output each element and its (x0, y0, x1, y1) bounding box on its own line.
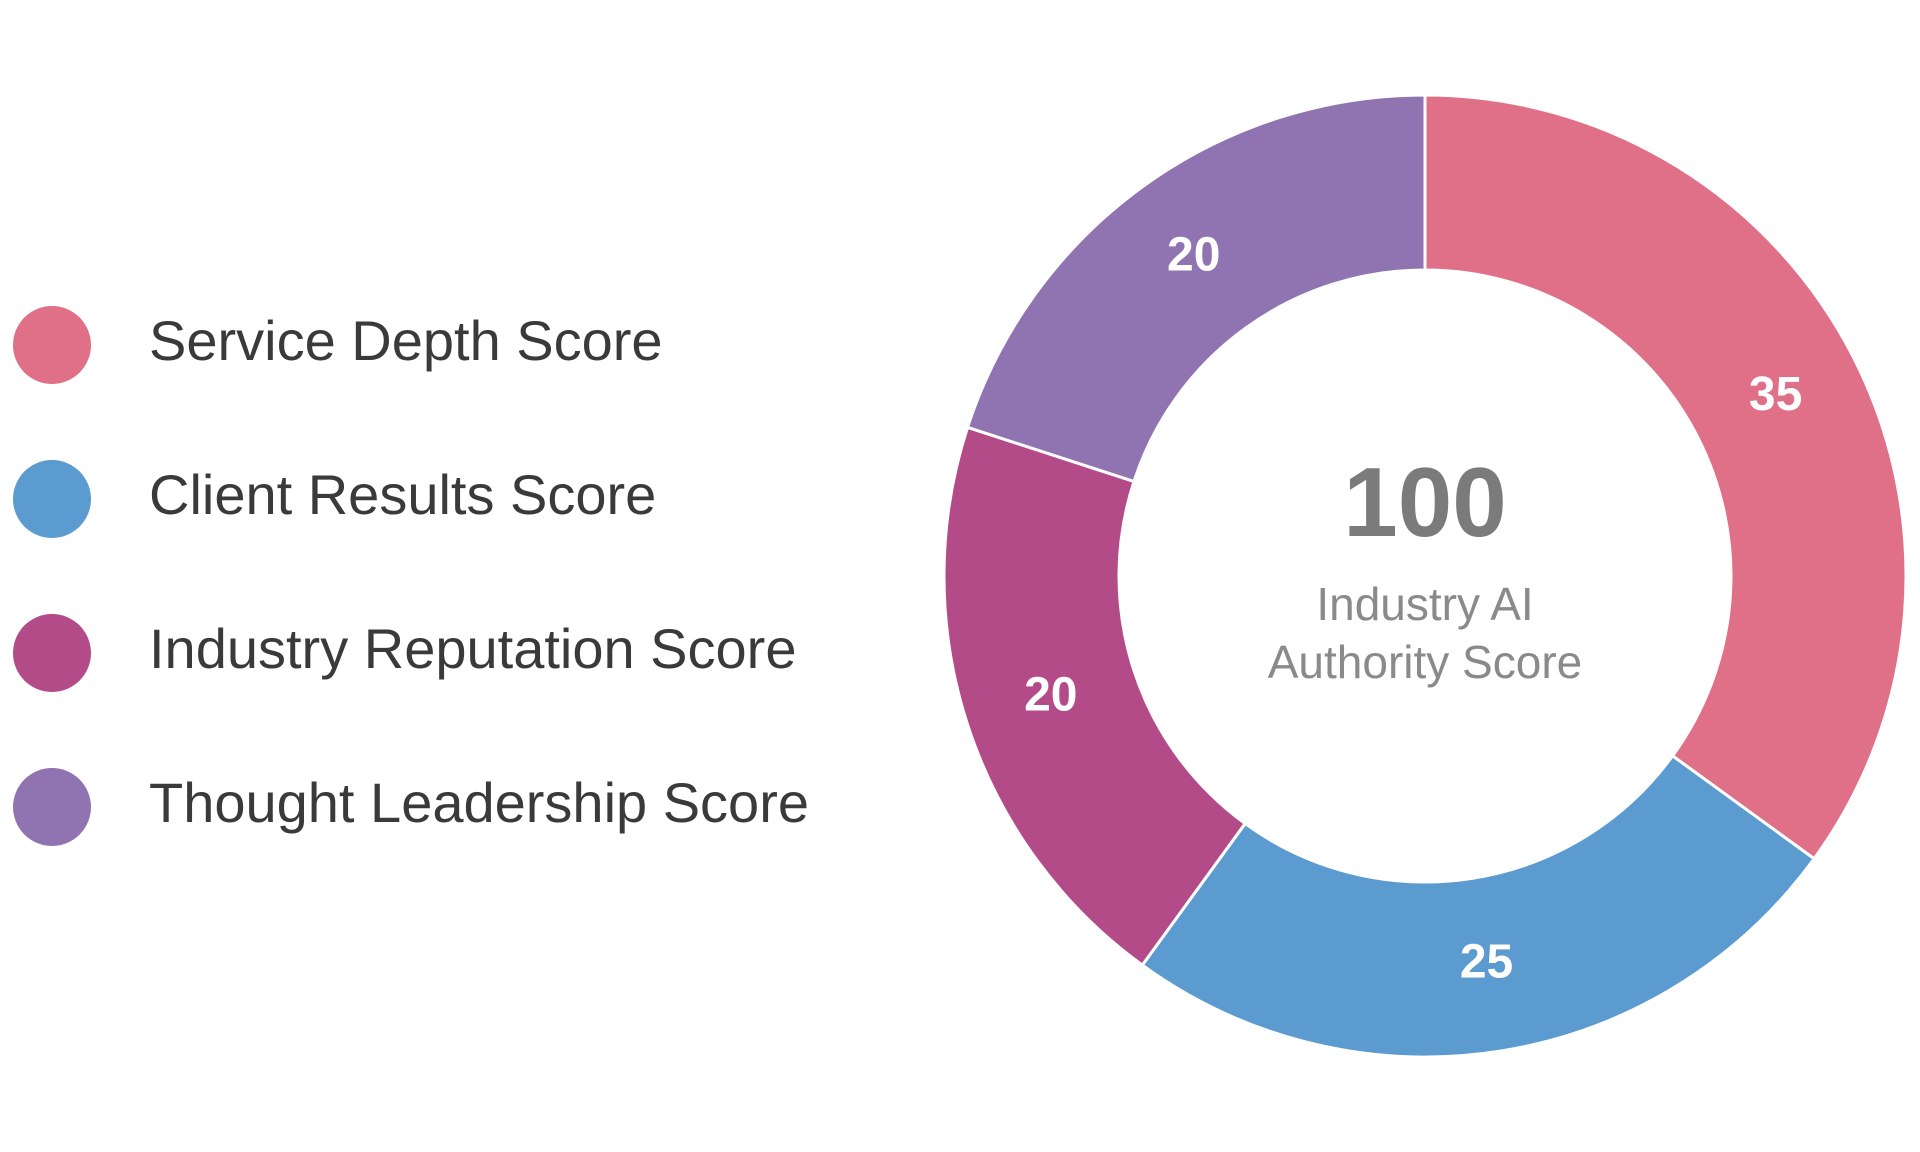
legend-label: Thought Leadership Score (149, 771, 809, 834)
data-label: 20 (1024, 668, 1077, 721)
donut-segment (1423, 93, 1908, 861)
legend-swatch (13, 306, 91, 384)
donut-segment (1140, 753, 1817, 1059)
legend-swatch (13, 460, 91, 538)
legend-label: Industry Reputation Score (149, 617, 796, 680)
data-label: 25 (1460, 935, 1513, 988)
data-label: 20 (1167, 228, 1220, 281)
donut-segment (942, 425, 1248, 968)
legend-label: Client Results Score (149, 463, 656, 526)
donut-segment (965, 93, 1427, 484)
data-label: 35 (1749, 368, 1802, 421)
legend-swatch (13, 614, 91, 692)
legend-swatch (13, 768, 91, 846)
center-value: 100 (1343, 447, 1507, 557)
center-label: Industry AI Authority Score (1267, 578, 1583, 688)
legend-label: Service Depth Score (149, 309, 663, 372)
